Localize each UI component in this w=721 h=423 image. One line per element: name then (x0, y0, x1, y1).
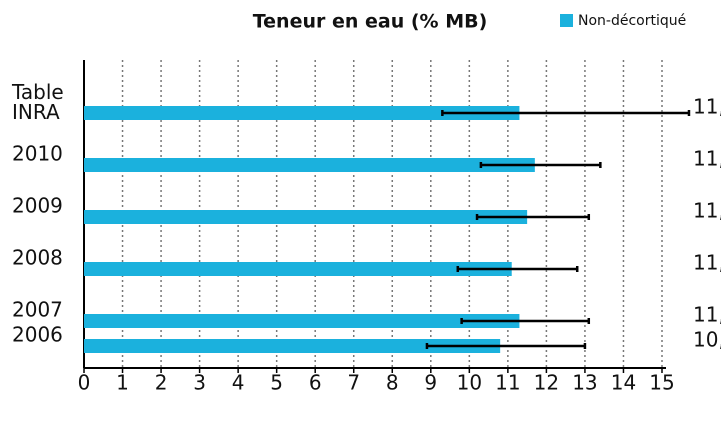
y-tick-label: 2008 (12, 246, 63, 270)
x-tick-label: 11 (495, 371, 520, 395)
x-tick-label: 10 (457, 371, 482, 395)
value-label: 11,3 (693, 95, 721, 119)
value-label: 10,8 (693, 328, 721, 352)
legend-swatch (560, 14, 573, 27)
x-tick-label: 0 (78, 371, 91, 395)
y-tick-label: 2006 (12, 323, 63, 347)
x-tick-label: 2 (155, 371, 168, 395)
value-label: 11,1 (693, 251, 721, 275)
x-tick-label: 3 (193, 371, 206, 395)
x-tick-label: 15 (649, 371, 674, 395)
x-tick-label: 4 (232, 371, 245, 395)
bar (84, 339, 501, 353)
x-tick-label: 12 (534, 371, 559, 395)
bar (84, 314, 520, 328)
legend-label: Non-décortiqué (578, 13, 686, 29)
y-tick-label: 2010 (12, 142, 63, 166)
value-label: 11,5 (693, 199, 721, 223)
x-tick-label: 9 (424, 371, 437, 395)
x-tick-label: 13 (572, 371, 597, 395)
x-tick-label: 14 (611, 371, 636, 395)
bar (84, 158, 535, 172)
x-tick-label: 5 (270, 371, 283, 395)
bar (84, 106, 520, 120)
x-tick-label: 7 (347, 371, 360, 395)
bar (84, 262, 512, 276)
x-tick-label: 1 (116, 371, 129, 395)
value-label: 11,7 (693, 147, 721, 171)
chart-title: Teneur en eau (% MB) (253, 11, 488, 33)
y-tick-label: 2007 (12, 298, 63, 322)
value-label: 11,3 (693, 303, 721, 327)
y-tick-label: Table INRA (11, 80, 64, 124)
x-tick-label: 8 (386, 371, 399, 395)
bar (84, 210, 528, 224)
x-tick-label: 6 (309, 371, 322, 395)
y-tick-label: 2009 (12, 194, 63, 218)
